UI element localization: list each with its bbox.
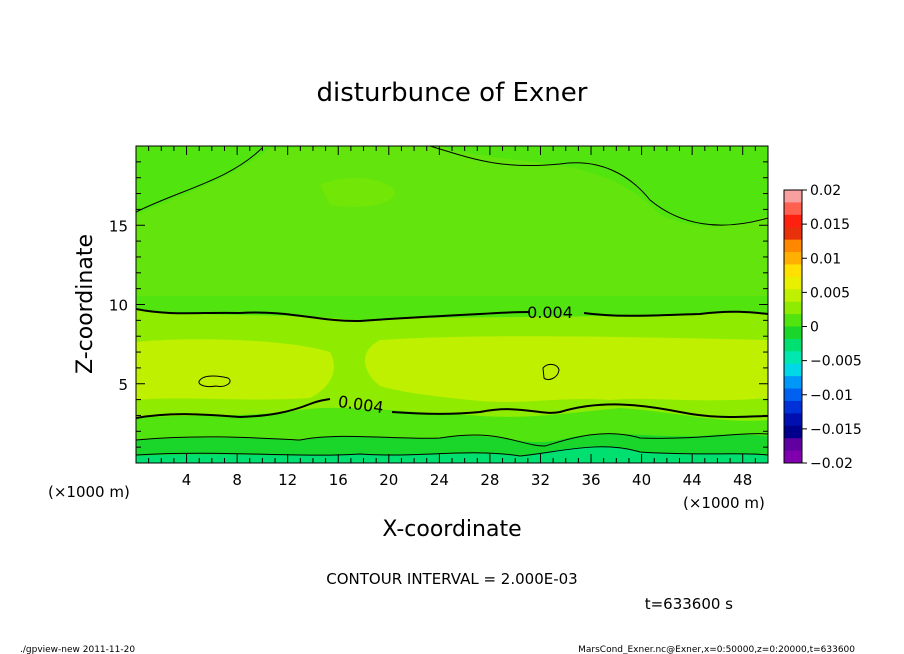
x-tick-label: 32 [531, 471, 550, 489]
colorbar-segment [784, 264, 802, 278]
colorbar-segment [784, 363, 802, 377]
x-tick-label: 36 [581, 471, 600, 489]
y-axis-title: Z-coordinate [73, 234, 98, 374]
x-tick-label: 24 [430, 471, 449, 489]
colorbar-segment [784, 400, 802, 414]
colorbar-ticks: 0.02 0.015 0.01 0.005 0 −0.005 −0.01 −0.015 −0.0… [802, 183, 862, 472]
contour-interval: CONTOUR INTERVAL = 2.000E-03 [326, 570, 577, 588]
colorbar-tick-label: 0.01 [810, 251, 841, 267]
x-tick-label: 16 [329, 471, 348, 489]
colorbar-tick-label: −0.01 [810, 388, 853, 404]
x-tick-label: 28 [480, 471, 499, 489]
footer-left: ./gpview-new 2011-11-20 [20, 645, 135, 654]
contour-0.004-bottom [136, 398, 768, 419]
contour-low-1 [136, 433, 768, 447]
contour-closed-right [542, 363, 560, 381]
y-tick-label: 15 [109, 217, 128, 235]
colorbar-segment [784, 338, 802, 352]
footer-right: MarsCond_Exner.nc@Exner,x=0:50000,z=0:20… [578, 645, 855, 654]
colorbar-segment [784, 438, 802, 452]
colorbar-segment [784, 289, 802, 303]
colorbar-tick-label: −0.005 [810, 354, 862, 370]
colorbar-tick-label: 0.015 [810, 217, 850, 233]
x-axis-title: X-coordinate [382, 517, 521, 542]
contour-low-2 [136, 446, 768, 457]
colorbar-segment [784, 425, 802, 439]
band-upper-0.002 [136, 146, 768, 296]
y-tick-label: 10 [109, 297, 128, 315]
x-tick-label: 8 [232, 471, 242, 489]
colorbar-segment [784, 301, 802, 315]
x-tick-label: 20 [379, 471, 398, 489]
y-tick-label: 5 [118, 376, 128, 394]
contour-label-upper: 0.004 [527, 303, 573, 322]
contour-closed-left [198, 375, 231, 387]
z-unit-label: (×1000 m) [48, 483, 130, 501]
colorbar-tick-label: 0.005 [810, 285, 850, 301]
colorbar-segment [784, 314, 802, 327]
contour-lines [136, 146, 768, 457]
colorbar-tick-label: −0.015 [810, 422, 862, 438]
band-0.006-b [365, 336, 768, 402]
contour-upper [136, 146, 768, 226]
colorbar-segment [784, 450, 802, 464]
x-tick-label: 40 [632, 471, 651, 489]
y-axis: 5 10 15 [109, 161, 768, 448]
colorbar-segment [784, 376, 802, 390]
colorbar-segment [784, 227, 802, 241]
colorbar-tick-label: 0.02 [810, 183, 841, 199]
colorbar-segment [784, 190, 802, 203]
plot-area [136, 146, 768, 463]
x-tick-label: 44 [683, 471, 702, 489]
band-low-2 [136, 446, 768, 463]
band-0.006 [136, 339, 334, 400]
colorbar-segment [784, 276, 802, 290]
band-light-top [320, 178, 396, 207]
x-axis: 4 8 12 16 20 24 28 32 36 40 44 48 [148, 146, 756, 489]
colorbar-segment [784, 351, 802, 365]
colorbar-segment [784, 413, 802, 427]
contour-0.004-top [136, 308, 768, 323]
colorbar-segment [784, 202, 802, 216]
colorbar [783, 189, 803, 464]
x-tick-label: 4 [182, 471, 192, 489]
chart-title: disturbunce of Exner [317, 78, 588, 108]
time-label: t=633600 s [645, 595, 733, 613]
colorbar-tick-label: −0.02 [810, 456, 853, 472]
x-unit-label: (×1000 m) [683, 494, 765, 512]
colorbar-segment [784, 252, 802, 265]
colorbar-segment [784, 239, 802, 253]
colorbar-tick-label: 0 [810, 320, 819, 336]
colorbar-segment [784, 214, 802, 228]
colorbar-segment [784, 388, 802, 402]
x-tick-label: 48 [733, 471, 752, 489]
colorbar-segment [784, 326, 802, 340]
x-tick-label: 12 [278, 471, 297, 489]
